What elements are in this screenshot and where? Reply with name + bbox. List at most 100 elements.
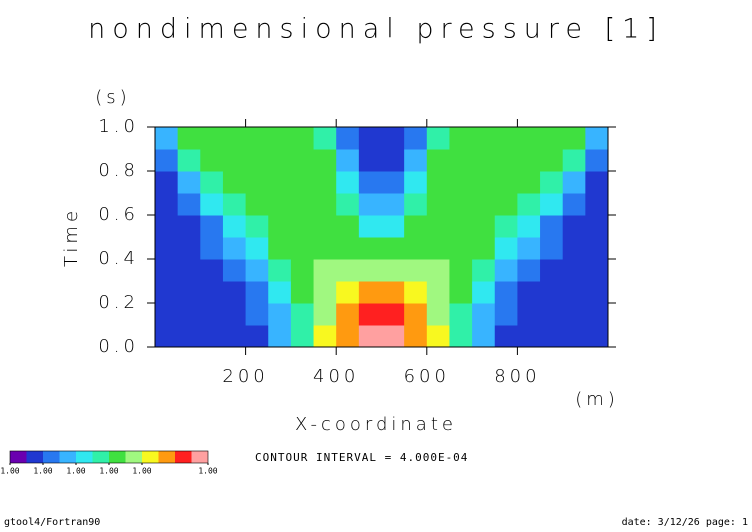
colorbar-swatch <box>10 451 27 463</box>
contour-cell <box>200 149 224 172</box>
contour-cell <box>562 171 586 194</box>
contour-cell <box>336 237 360 260</box>
contour-cell <box>381 127 405 150</box>
contour-cell <box>177 303 201 326</box>
contour-cell <box>155 325 179 348</box>
contour-cell <box>245 127 269 150</box>
contour-cell <box>449 215 473 238</box>
contour-cell <box>155 127 179 150</box>
contour-cell <box>268 325 292 348</box>
contour-cell <box>268 193 292 216</box>
contour-cell <box>426 237 450 260</box>
contour-cell <box>200 171 224 194</box>
contour-cell <box>177 237 201 260</box>
contour-cell <box>517 237 541 260</box>
contour-cell <box>562 149 586 172</box>
contour-cell <box>177 259 201 282</box>
footer-left: gtool4/Fortran90 <box>4 517 100 528</box>
contour-cell <box>177 171 201 194</box>
contour-cell <box>540 193 564 216</box>
contour-cell <box>313 215 337 238</box>
contour-cell <box>426 127 450 150</box>
contour-cell <box>222 171 247 194</box>
contour-cell <box>290 149 315 172</box>
contour-cell <box>177 193 201 216</box>
contour-cell <box>517 127 541 150</box>
contour-cell <box>381 281 405 304</box>
contour-cell <box>245 281 269 304</box>
contour-cell <box>585 325 609 348</box>
contour-cell <box>585 149 609 172</box>
colorbar-swatch <box>26 451 43 463</box>
contour-cell <box>155 259 179 282</box>
contour-cell <box>358 215 382 238</box>
contour-cell <box>155 281 179 304</box>
contour-cell <box>358 127 382 150</box>
contour-cell <box>358 303 382 326</box>
contour-cell <box>426 259 450 282</box>
contour-cell <box>268 281 292 304</box>
contour-cell <box>177 281 201 304</box>
contour-cell <box>404 237 428 260</box>
contour-cell <box>358 281 382 304</box>
contour-cell <box>358 259 382 282</box>
plot-frame <box>154 126 609 348</box>
contour-cell <box>200 215 224 238</box>
y-tick-label: 0.4 <box>98 248 139 269</box>
contour-cell <box>268 149 292 172</box>
contour-cell <box>426 215 450 238</box>
contour-cell <box>290 303 315 326</box>
contour-cell <box>155 193 179 216</box>
contour-cell <box>449 281 473 304</box>
colorbar-tick-label: 1.00 <box>198 467 217 476</box>
contour-cell <box>200 127 224 150</box>
x-tick-label: 400 <box>313 366 359 387</box>
contour-cell <box>200 303 224 326</box>
contour-cell <box>517 193 541 216</box>
contour-cell <box>336 149 360 172</box>
contour-cell <box>404 193 428 216</box>
contour-cell <box>540 215 564 238</box>
contour-cell <box>472 193 496 216</box>
contour-cell <box>404 259 428 282</box>
contour-cell <box>472 303 496 326</box>
contour-cell <box>404 281 428 304</box>
contour-cell <box>585 215 609 238</box>
contour-cell <box>472 259 496 282</box>
contour-cell <box>494 215 518 238</box>
contour-cell <box>585 127 609 150</box>
colorbar-swatch <box>109 451 126 463</box>
contour-cell <box>381 149 405 172</box>
contour-cell <box>494 193 518 216</box>
contour-cell <box>426 193 450 216</box>
contour-cell <box>494 149 518 172</box>
contour-cell <box>313 325 337 348</box>
footer-right: date: 3/12/26 page: 1 <box>622 517 748 528</box>
contour-cell <box>290 259 315 282</box>
contour-cell <box>155 237 179 260</box>
colorbar-tick-label: 1.00 <box>99 467 118 476</box>
x-tick-label: 800 <box>494 366 540 387</box>
contour-cell <box>426 281 450 304</box>
contour-cell <box>177 149 201 172</box>
contour-cell <box>426 303 450 326</box>
contour-cell <box>245 325 269 348</box>
contour-cell <box>200 325 224 348</box>
contour-cell <box>381 215 405 238</box>
contour-cell <box>426 149 450 172</box>
colorbar-swatch <box>158 451 175 463</box>
x-axis-label: X-coordinate <box>295 414 457 435</box>
y-tick-label: 0.6 <box>98 204 139 225</box>
contour-cell <box>200 237 224 260</box>
contour-cell <box>517 259 541 282</box>
contour-cell <box>472 325 496 348</box>
contour-cell <box>449 303 473 326</box>
contour-cell <box>336 127 360 150</box>
contour-cell <box>472 171 496 194</box>
contour-cell <box>245 149 269 172</box>
contour-cell <box>494 127 518 150</box>
contour-cell <box>449 149 473 172</box>
contour-cell <box>245 193 269 216</box>
contour-cell <box>494 303 518 326</box>
